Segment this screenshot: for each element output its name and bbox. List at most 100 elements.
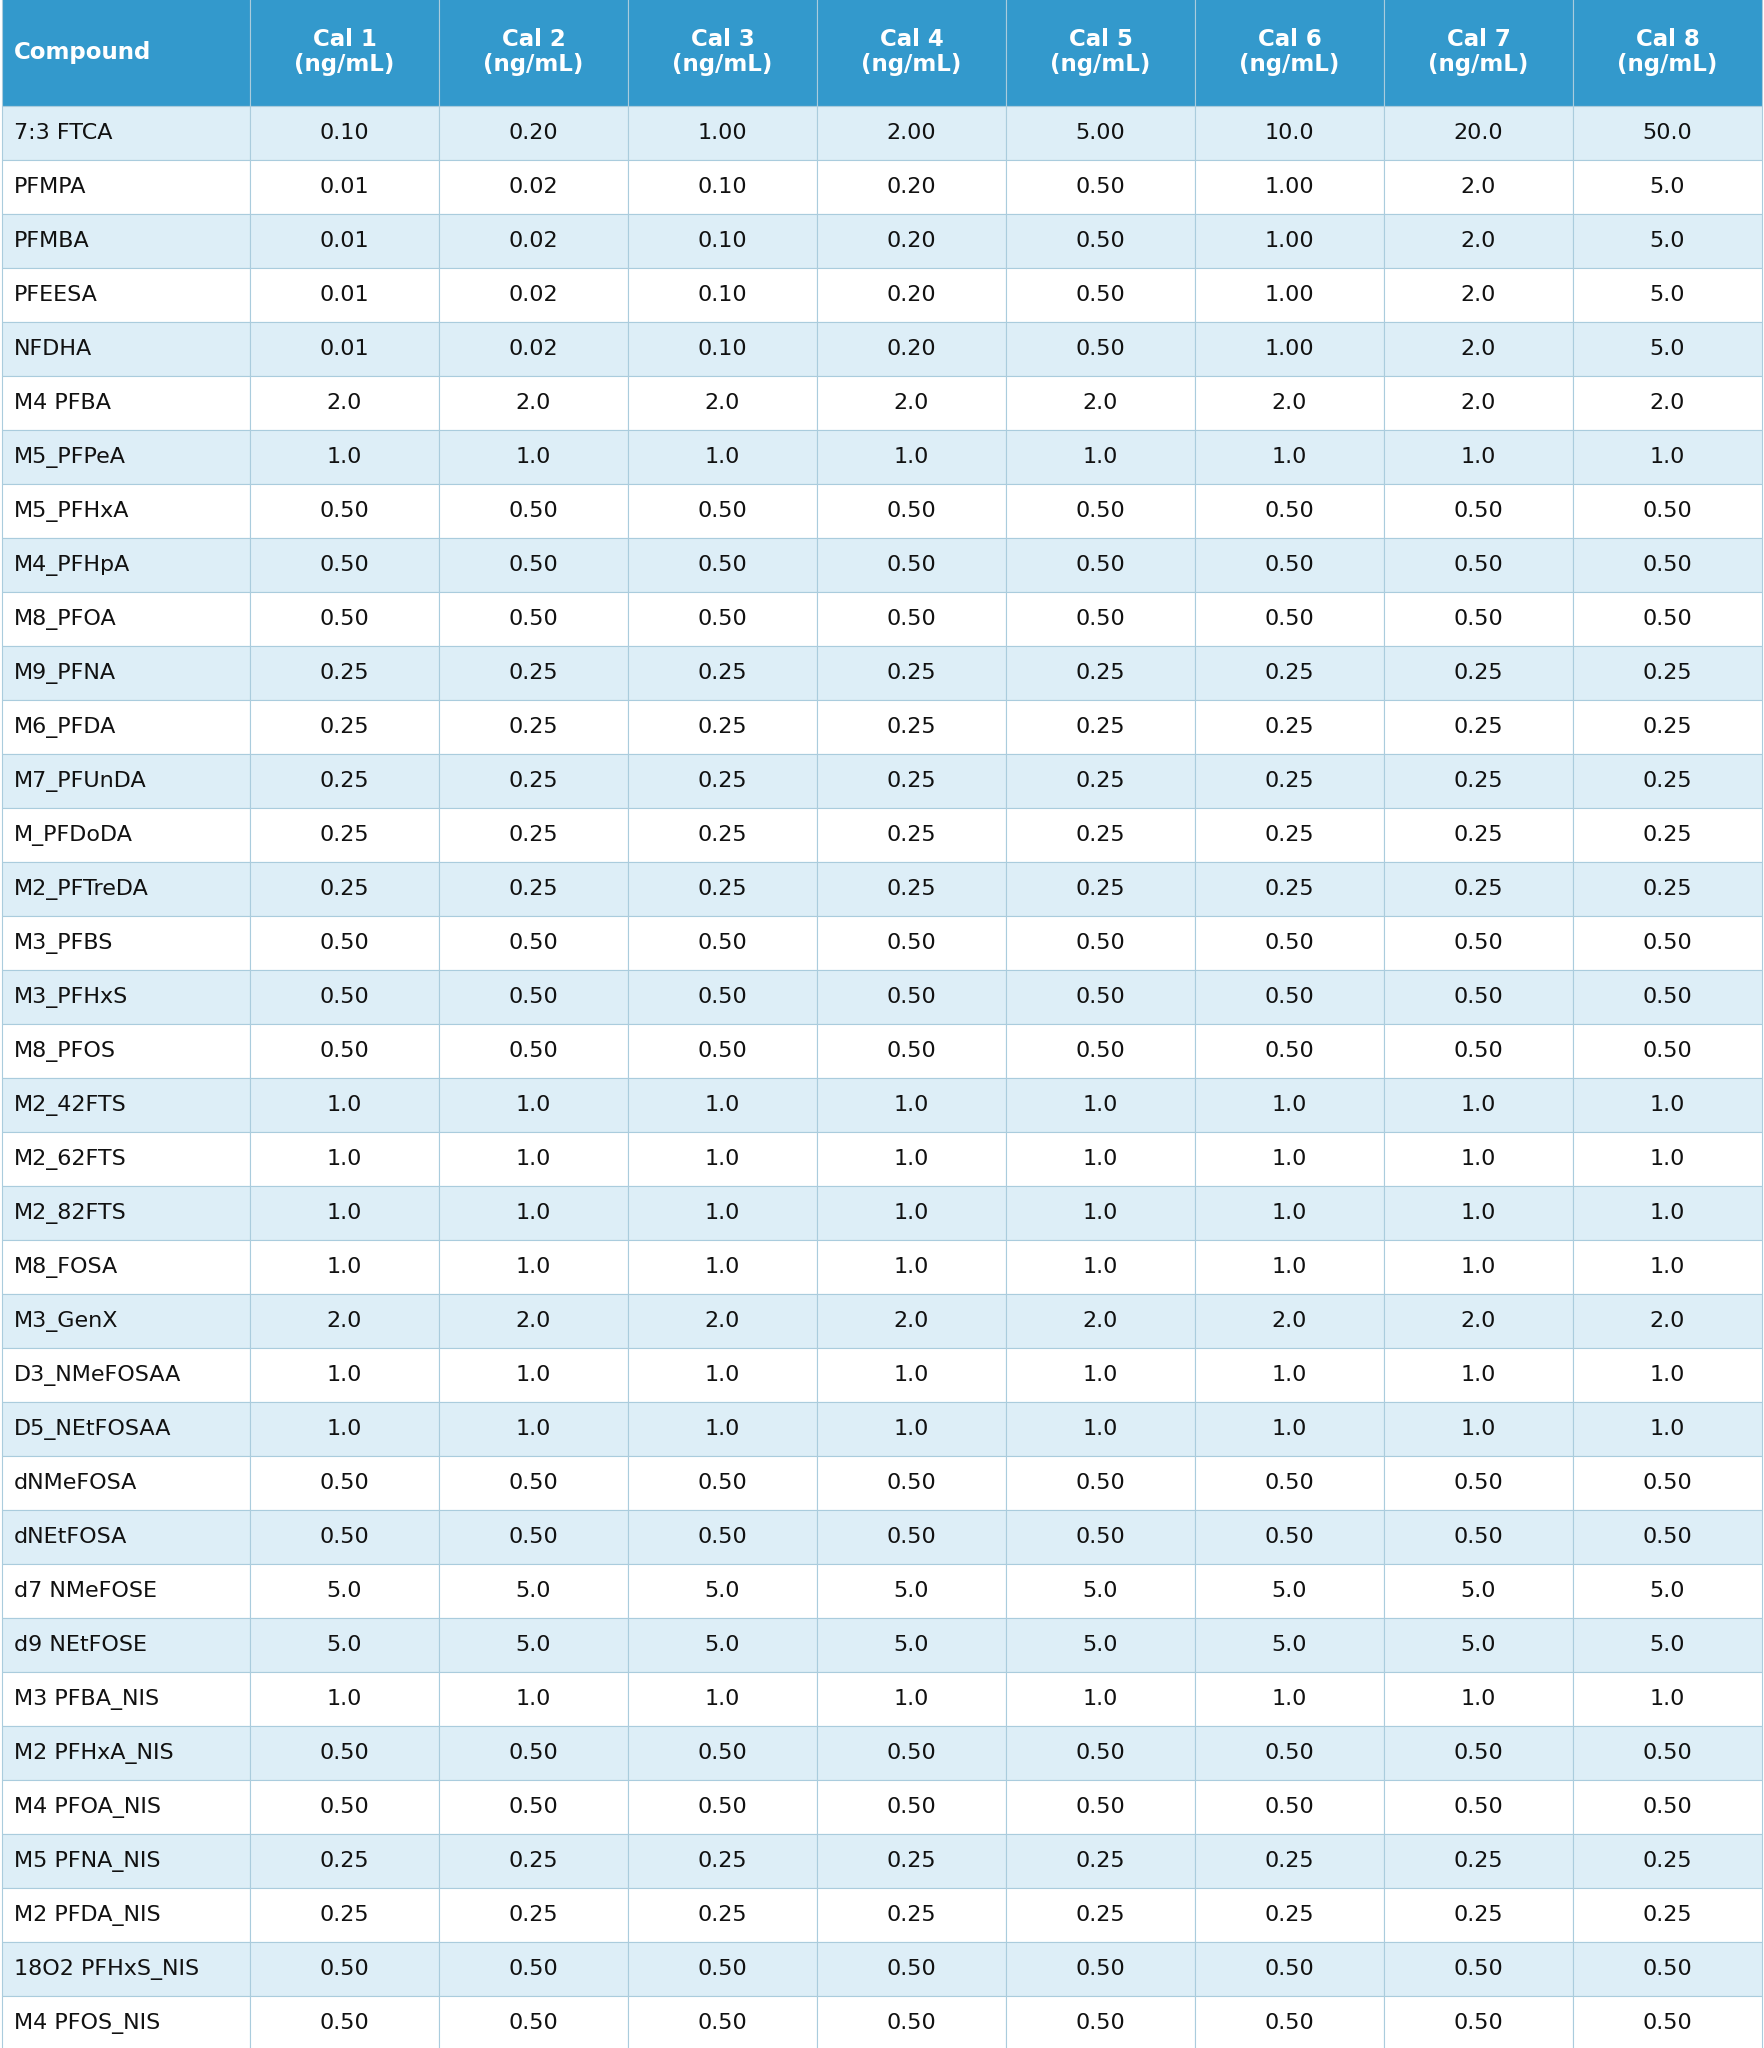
Bar xyxy=(1194,809,1385,862)
Bar xyxy=(439,430,628,483)
Bar xyxy=(1573,754,1762,809)
Bar xyxy=(1005,483,1194,539)
Text: 5.00: 5.00 xyxy=(1076,123,1125,143)
Bar xyxy=(1005,1509,1194,1565)
Text: 5.0: 5.0 xyxy=(1083,1634,1118,1655)
Text: 2.0: 2.0 xyxy=(515,1311,550,1331)
Text: 0.25: 0.25 xyxy=(1265,1905,1314,1925)
Text: 0.50: 0.50 xyxy=(1642,1473,1692,1493)
Bar xyxy=(1005,430,1194,483)
Bar xyxy=(1005,0,1194,106)
Text: M8_PFOA: M8_PFOA xyxy=(14,608,116,629)
Text: 2.0: 2.0 xyxy=(1272,1311,1307,1331)
Text: 1.0: 1.0 xyxy=(894,1419,930,1440)
Bar xyxy=(1194,1888,1385,1942)
Text: 0.50: 0.50 xyxy=(1076,231,1125,252)
Bar xyxy=(817,645,1005,700)
Bar xyxy=(1573,915,1762,971)
Bar xyxy=(439,1348,628,1403)
Text: 1.0: 1.0 xyxy=(1272,1366,1307,1384)
Text: 1.0: 1.0 xyxy=(1461,1096,1496,1114)
Bar xyxy=(250,377,439,430)
Bar xyxy=(1573,971,1762,1024)
Bar xyxy=(1005,1186,1194,1239)
Text: 0.25: 0.25 xyxy=(1642,770,1692,791)
Bar xyxy=(628,754,817,809)
Text: Cal 7
(ng/mL): Cal 7 (ng/mL) xyxy=(1429,29,1529,76)
Bar xyxy=(1194,1780,1385,1835)
Text: 0.25: 0.25 xyxy=(1076,664,1125,682)
Text: 0.25: 0.25 xyxy=(887,664,937,682)
Bar xyxy=(628,1509,817,1565)
Text: 0.25: 0.25 xyxy=(1076,879,1125,899)
Text: 0.25: 0.25 xyxy=(508,1851,559,1872)
Text: 0.50: 0.50 xyxy=(1265,2013,1314,2034)
Text: M8_PFOS: M8_PFOS xyxy=(14,1040,116,1061)
Bar xyxy=(1005,700,1194,754)
Text: 0.25: 0.25 xyxy=(1642,825,1692,846)
Text: 1.0: 1.0 xyxy=(1649,1366,1685,1384)
Text: 0.25: 0.25 xyxy=(699,717,748,737)
Text: 5.0: 5.0 xyxy=(326,1581,362,1602)
Bar xyxy=(2,322,250,377)
Bar xyxy=(628,1294,817,1348)
Bar xyxy=(439,1509,628,1565)
Bar xyxy=(1005,1835,1194,1888)
Bar xyxy=(628,1403,817,1456)
Bar xyxy=(2,1456,250,1509)
Text: 0.50: 0.50 xyxy=(1076,1040,1125,1061)
Bar xyxy=(1573,213,1762,268)
Bar xyxy=(2,1942,250,1997)
Bar xyxy=(1005,377,1194,430)
Text: 0.50: 0.50 xyxy=(319,934,369,952)
Text: 0.01: 0.01 xyxy=(319,176,369,197)
Bar xyxy=(817,1780,1005,1835)
Text: D5_NEtFOSAA: D5_NEtFOSAA xyxy=(14,1419,171,1440)
Bar xyxy=(1194,1294,1385,1348)
Text: 0.50: 0.50 xyxy=(508,1743,559,1763)
Text: 1.0: 1.0 xyxy=(1649,1149,1685,1169)
Bar xyxy=(250,1456,439,1509)
Bar xyxy=(1005,1294,1194,1348)
Bar xyxy=(817,377,1005,430)
Bar xyxy=(628,1348,817,1403)
Bar xyxy=(1005,645,1194,700)
Bar xyxy=(1385,1942,1573,1997)
Text: 0.25: 0.25 xyxy=(699,879,748,899)
Bar xyxy=(250,539,439,592)
Bar xyxy=(628,1565,817,1618)
Text: 1.0: 1.0 xyxy=(326,1366,362,1384)
Bar xyxy=(628,915,817,971)
Text: 0.50: 0.50 xyxy=(1265,1473,1314,1493)
Bar xyxy=(817,106,1005,160)
Text: 2.0: 2.0 xyxy=(706,393,741,414)
Text: 0.25: 0.25 xyxy=(1454,717,1503,737)
Text: PFMPA: PFMPA xyxy=(14,176,86,197)
Text: 0.25: 0.25 xyxy=(1642,717,1692,737)
Bar xyxy=(2,377,250,430)
Text: 0.50: 0.50 xyxy=(887,1040,937,1061)
Bar xyxy=(628,1456,817,1509)
Text: 0.50: 0.50 xyxy=(1265,1796,1314,1817)
Text: 2.0: 2.0 xyxy=(1083,393,1118,414)
Text: 0.02: 0.02 xyxy=(508,176,559,197)
Text: 0.20: 0.20 xyxy=(887,340,937,358)
Bar xyxy=(2,645,250,700)
Bar xyxy=(628,1186,817,1239)
Text: 1.0: 1.0 xyxy=(515,1149,550,1169)
Bar xyxy=(628,1239,817,1294)
Bar xyxy=(439,1618,628,1671)
Text: 0.25: 0.25 xyxy=(887,825,937,846)
Text: 0.50: 0.50 xyxy=(1076,176,1125,197)
Text: 0.25: 0.25 xyxy=(1265,770,1314,791)
Bar xyxy=(817,1403,1005,1456)
Bar xyxy=(439,1077,628,1133)
Text: 18O2 PFHxS_NIS: 18O2 PFHxS_NIS xyxy=(14,1958,199,1980)
Bar xyxy=(439,1835,628,1888)
Text: M2 PFHxA_NIS: M2 PFHxA_NIS xyxy=(14,1743,173,1763)
Bar xyxy=(1385,1835,1573,1888)
Bar xyxy=(439,0,628,106)
Text: 50.0: 50.0 xyxy=(1642,123,1692,143)
Bar xyxy=(2,1186,250,1239)
Text: 0.50: 0.50 xyxy=(697,502,748,520)
